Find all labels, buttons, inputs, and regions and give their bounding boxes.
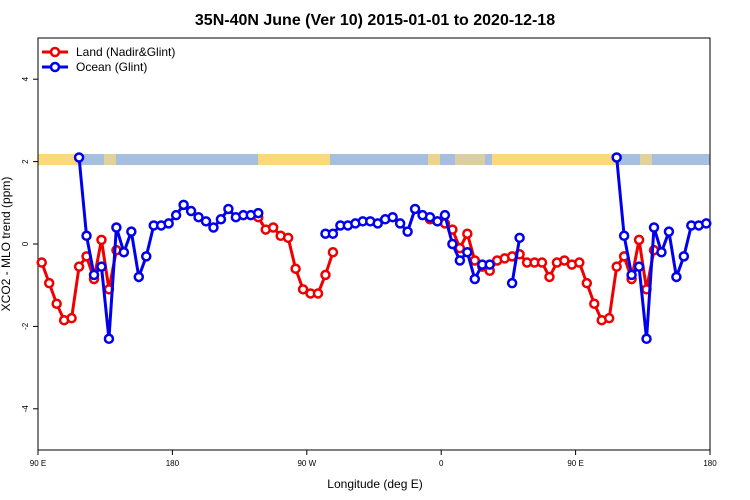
point <box>170 209 182 221</box>
point <box>701 218 712 229</box>
point <box>141 251 152 262</box>
point <box>506 277 518 289</box>
point <box>544 271 555 283</box>
point <box>200 216 212 227</box>
point <box>559 255 570 266</box>
point <box>671 271 682 283</box>
point <box>163 218 174 229</box>
y-tick-label: 4 <box>21 76 30 81</box>
point <box>103 333 115 345</box>
series-line <box>77 157 707 339</box>
point <box>297 284 309 295</box>
point <box>648 222 660 233</box>
point <box>409 203 421 215</box>
land-mask-strip <box>38 154 710 165</box>
point <box>514 232 525 244</box>
legend-label: Land (Nadir&Glint) <box>76 45 175 59</box>
point <box>641 333 652 345</box>
point <box>193 211 204 223</box>
y-axis-label: XCO2 - MLO trend (ppm) <box>0 177 13 312</box>
point <box>656 246 667 258</box>
point <box>387 211 398 223</box>
legend-marker <box>49 46 61 58</box>
point <box>66 312 77 324</box>
point <box>133 271 145 283</box>
x-tick-label: 0 <box>439 459 444 468</box>
point <box>81 230 92 242</box>
point <box>36 257 47 268</box>
point <box>484 259 495 270</box>
point <box>327 228 339 239</box>
point <box>432 216 443 227</box>
point <box>88 269 100 281</box>
x-axis-label: Longitude (deg E) <box>327 477 422 491</box>
point <box>633 261 645 272</box>
chart-title: 35N-40N June (Ver 10) 2015-01-01 to 2020… <box>195 12 555 29</box>
point <box>424 211 436 223</box>
x-tick-label: 90 E <box>30 459 46 468</box>
point <box>73 152 85 163</box>
point <box>282 232 294 244</box>
point <box>320 269 331 281</box>
point <box>96 234 107 246</box>
point <box>618 230 630 242</box>
y-tick-label: 2 <box>21 159 30 164</box>
plot-frame <box>37 37 711 451</box>
y-tick-label: 0 <box>21 241 30 246</box>
point <box>462 246 473 258</box>
x-tick-label: 90 W <box>297 459 316 468</box>
legend-marker <box>49 61 61 73</box>
point <box>611 152 622 163</box>
x-tick-label: 180 <box>166 459 180 468</box>
point <box>439 209 451 221</box>
point <box>43 277 55 289</box>
point <box>73 261 85 272</box>
point <box>372 218 383 229</box>
point <box>111 222 122 233</box>
point <box>447 238 458 250</box>
point <box>312 288 324 299</box>
point <box>126 226 137 237</box>
point <box>290 263 301 274</box>
y-tick-label: -4 <box>21 405 30 413</box>
legend-label: Ocean (Glint) <box>76 60 147 74</box>
point <box>603 312 615 324</box>
x-tick-label: 90 E <box>567 459 583 468</box>
y-tick-label: -2 <box>21 322 30 330</box>
point <box>327 246 339 258</box>
point <box>462 228 473 239</box>
point <box>208 222 219 233</box>
x-tick-label: 180 <box>703 459 717 468</box>
point <box>253 207 264 219</box>
point <box>469 273 481 285</box>
point <box>267 222 279 233</box>
point <box>96 261 107 272</box>
point <box>223 203 234 215</box>
point <box>581 277 593 289</box>
point <box>626 269 637 281</box>
point <box>394 218 406 229</box>
point <box>178 199 189 211</box>
point <box>402 226 413 237</box>
point <box>611 261 622 272</box>
point <box>678 251 690 262</box>
point <box>51 298 62 309</box>
point <box>454 255 466 266</box>
point <box>574 257 585 268</box>
point <box>589 298 600 309</box>
point <box>215 214 227 225</box>
point <box>663 226 675 237</box>
point <box>118 246 130 258</box>
point <box>185 205 197 217</box>
point <box>536 257 548 268</box>
point <box>633 234 645 246</box>
